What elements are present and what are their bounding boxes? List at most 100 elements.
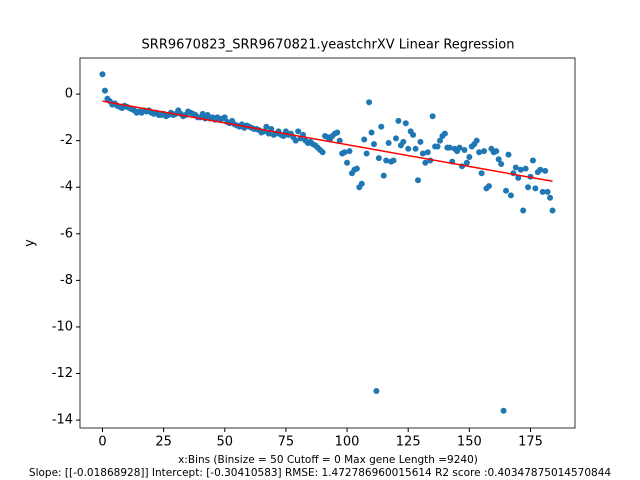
y-tick-label: -2 <box>60 133 73 148</box>
data-point <box>520 207 527 214</box>
data-point <box>549 207 556 214</box>
x-axis-label: Slope: [[-0.01868928]] Intercept: [-0.30… <box>29 467 611 479</box>
data-point <box>361 136 368 143</box>
data-point <box>221 114 228 121</box>
data-point <box>378 123 385 130</box>
x-tick-label: 150 <box>457 435 482 450</box>
data-point <box>402 120 409 127</box>
data-point <box>498 160 505 167</box>
data-point <box>537 166 544 173</box>
data-point <box>424 149 431 156</box>
data-point <box>473 137 480 144</box>
data-point <box>363 150 370 157</box>
data-point <box>446 144 453 151</box>
data-point <box>461 146 468 153</box>
data-point <box>485 183 492 190</box>
data-point <box>390 157 397 164</box>
data-point <box>412 145 419 152</box>
data-point <box>375 155 382 162</box>
data-point <box>544 188 551 195</box>
regression-line <box>102 100 553 182</box>
data-point <box>463 159 470 166</box>
data-point <box>507 192 514 199</box>
data-point <box>353 165 360 172</box>
data-point <box>292 137 299 144</box>
data-point <box>265 130 272 137</box>
data-point <box>422 159 429 166</box>
data-point <box>334 129 341 136</box>
data-point <box>370 141 377 148</box>
y-tick-label: -8 <box>60 273 73 288</box>
data-point <box>368 129 375 136</box>
data-point <box>366 99 373 106</box>
y-tick-label: 0 <box>65 87 73 102</box>
chart-title: SRR9670823_SRR9670821.yeastchrXV Linear … <box>142 38 515 53</box>
x-tick-label: 0 <box>98 435 106 450</box>
data-point <box>405 145 412 152</box>
x-tick-label: 50 <box>217 435 234 450</box>
data-point <box>505 151 512 158</box>
data-point <box>346 148 353 155</box>
data-point <box>525 184 532 191</box>
data-point <box>500 407 507 414</box>
data-point <box>539 188 546 195</box>
data-point <box>373 387 380 394</box>
y-tick-label: -14 <box>52 413 73 428</box>
x-tick-label: 25 <box>155 435 172 450</box>
data-point <box>380 172 387 179</box>
data-point <box>481 148 488 155</box>
x-tick-label: 175 <box>518 435 543 450</box>
data-point <box>400 138 407 145</box>
data-point <box>395 117 402 124</box>
data-point <box>358 180 365 187</box>
data-point <box>199 110 206 117</box>
data-point <box>263 123 270 130</box>
data-point <box>344 159 351 166</box>
data-point <box>466 153 473 160</box>
data-point <box>410 131 417 138</box>
data-point <box>478 170 485 177</box>
data-point <box>456 144 463 151</box>
data-point <box>392 135 399 142</box>
data-point <box>341 149 348 156</box>
data-point <box>529 157 536 164</box>
x-tick-label: 75 <box>278 435 295 450</box>
data-point <box>434 143 441 150</box>
data-point <box>414 177 421 184</box>
data-point <box>99 71 106 78</box>
data-point <box>476 149 483 156</box>
data-point <box>383 157 390 164</box>
data-point <box>417 138 424 145</box>
data-point <box>101 87 108 94</box>
data-point <box>542 167 549 174</box>
y-axis-label: y <box>23 239 38 247</box>
data-point <box>522 165 529 172</box>
data-point <box>532 185 539 192</box>
y-tick-label: -6 <box>60 226 73 241</box>
data-point <box>503 187 510 194</box>
plot-frame <box>79 57 576 429</box>
data-point <box>441 130 448 137</box>
data-point <box>336 137 343 144</box>
data-point <box>512 164 519 171</box>
data-point <box>429 113 436 120</box>
data-point <box>319 149 326 156</box>
data-point <box>495 156 502 163</box>
data-point <box>517 166 524 173</box>
data-point <box>547 194 554 201</box>
data-point <box>295 128 302 135</box>
x-tick-label: 100 <box>335 435 360 450</box>
y-tick-label: -10 <box>52 319 73 334</box>
data-point <box>419 150 426 157</box>
data-point <box>437 137 443 144</box>
data-point <box>493 148 500 155</box>
y-tick-label: -12 <box>52 366 73 381</box>
data-point <box>515 174 522 181</box>
y-tick-label: -4 <box>60 180 73 195</box>
data-point <box>385 139 392 146</box>
x-axis-label: x:Bins (Binsize = 50 Cutoff = 0 Max gene… <box>178 454 478 466</box>
x-tick-label: 125 <box>396 435 421 450</box>
data-point <box>280 133 287 140</box>
